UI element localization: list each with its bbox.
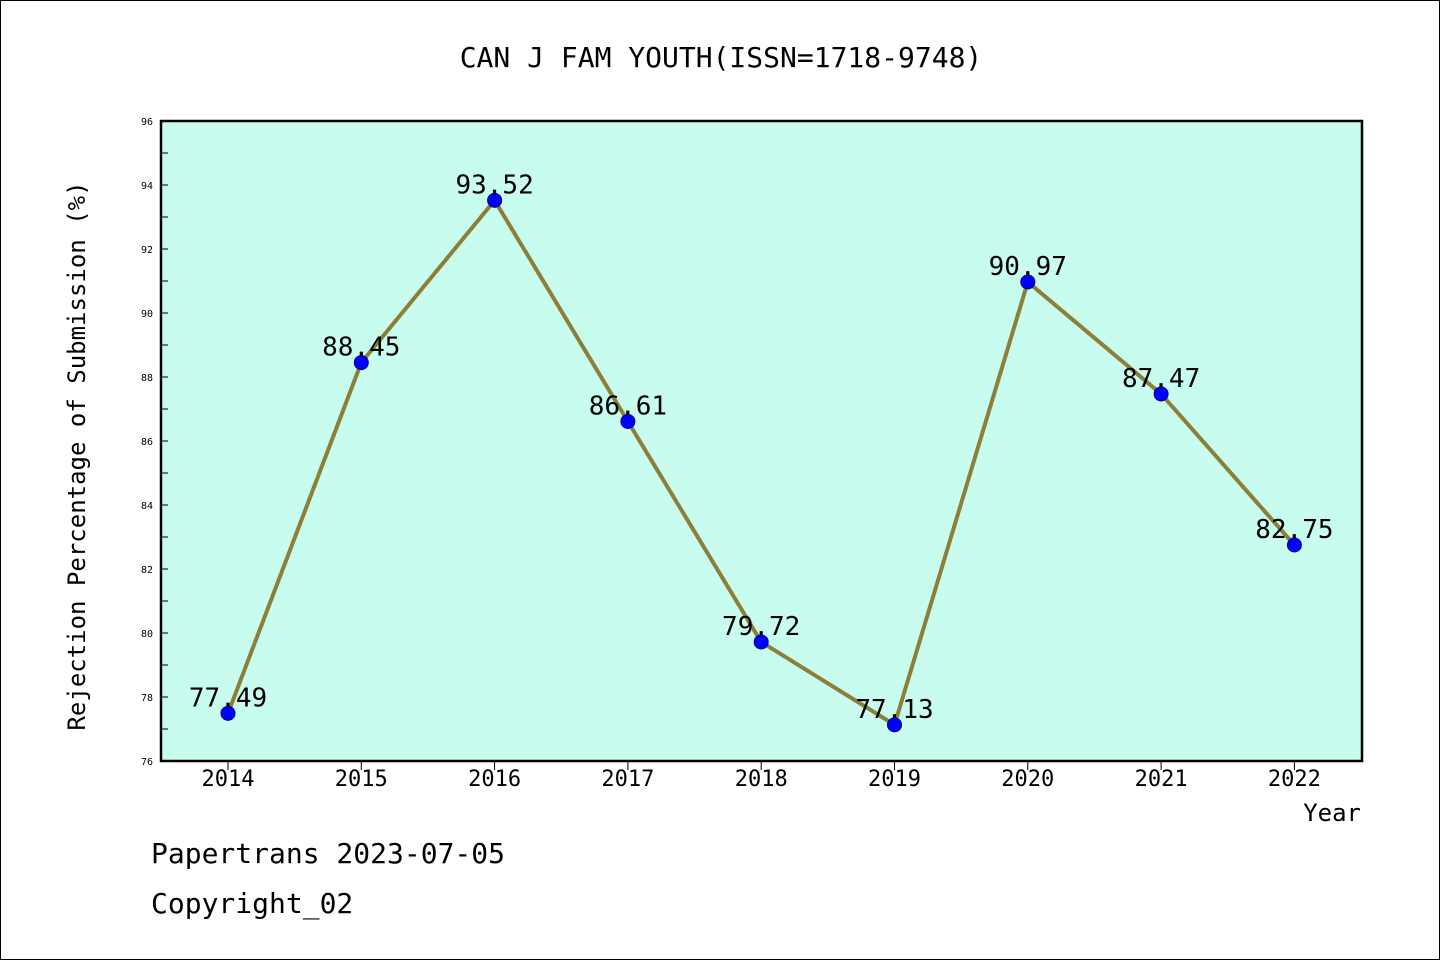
x-tick-label: 2017: [601, 767, 654, 792]
data-point: [487, 192, 503, 208]
y-tick-label: 90: [141, 309, 153, 320]
series-rejection: 77.49 88.45 93.52 86.61 79.72 77.13 90.97 87.47…: [189, 170, 1334, 733]
x-tick-label: 2019: [868, 767, 921, 792]
y-tick-label: 92: [141, 245, 153, 256]
data-point: [620, 413, 636, 429]
x-tick-label: 2014: [202, 767, 255, 792]
y-axis: 76 78 80 82 84 86 88 90 92 94 96: [141, 117, 168, 768]
data-point: [753, 634, 769, 650]
y-tick-label: 86: [141, 437, 153, 448]
data-point: [887, 717, 902, 733]
y-tick-label: 88: [141, 373, 153, 384]
x-tick-label: 2021: [1135, 767, 1188, 792]
y-tick-label: 94: [141, 181, 153, 192]
x-tick-label: 2016: [468, 767, 521, 792]
x-tick-label: 2020: [1001, 767, 1054, 792]
data-point: [1153, 386, 1169, 402]
x-tick-label: 2015: [335, 767, 388, 792]
data-label: 88.45: [322, 333, 400, 363]
x-axis: 2014 2015 2016 2017 2018 2019 2020 2021 2022: [202, 761, 1321, 792]
data-label: 79.72: [722, 612, 800, 642]
data-label: 82.75: [1255, 515, 1333, 545]
data-label: 90.97: [989, 252, 1067, 282]
data-point: [1020, 274, 1036, 290]
data-label: 87.47: [1122, 364, 1200, 394]
plot-area: [159, 119, 1364, 763]
data-label: 77.49: [189, 683, 267, 713]
y-axis-label: Rejection Percentage of Submission (%): [63, 181, 91, 730]
y-tick-label: 84: [141, 501, 153, 512]
data-label: 77.13: [855, 695, 933, 725]
y-tick-label: 82: [141, 565, 153, 576]
x-tick-label: 2018: [735, 767, 788, 792]
chart-title: CAN J FAM YOUTH(ISSN=1718-9748): [460, 41, 983, 74]
data-point: [220, 705, 236, 721]
data-point: [353, 355, 369, 371]
x-axis-label: Year: [1303, 799, 1361, 827]
x-tick-label: 2022: [1268, 767, 1321, 792]
y-tick-label: 96: [141, 117, 153, 128]
footer-copyright: Copyright_02: [151, 887, 354, 920]
footer-date: Papertrans 2023-07-05: [151, 837, 506, 870]
y-tick-label: 76: [141, 757, 153, 768]
y-tick-label: 80: [141, 629, 153, 640]
data-label: 86.61: [589, 391, 667, 421]
data-label: 93.52: [455, 170, 533, 200]
y-tick-label: 78: [141, 693, 153, 704]
data-point: [1286, 537, 1302, 553]
